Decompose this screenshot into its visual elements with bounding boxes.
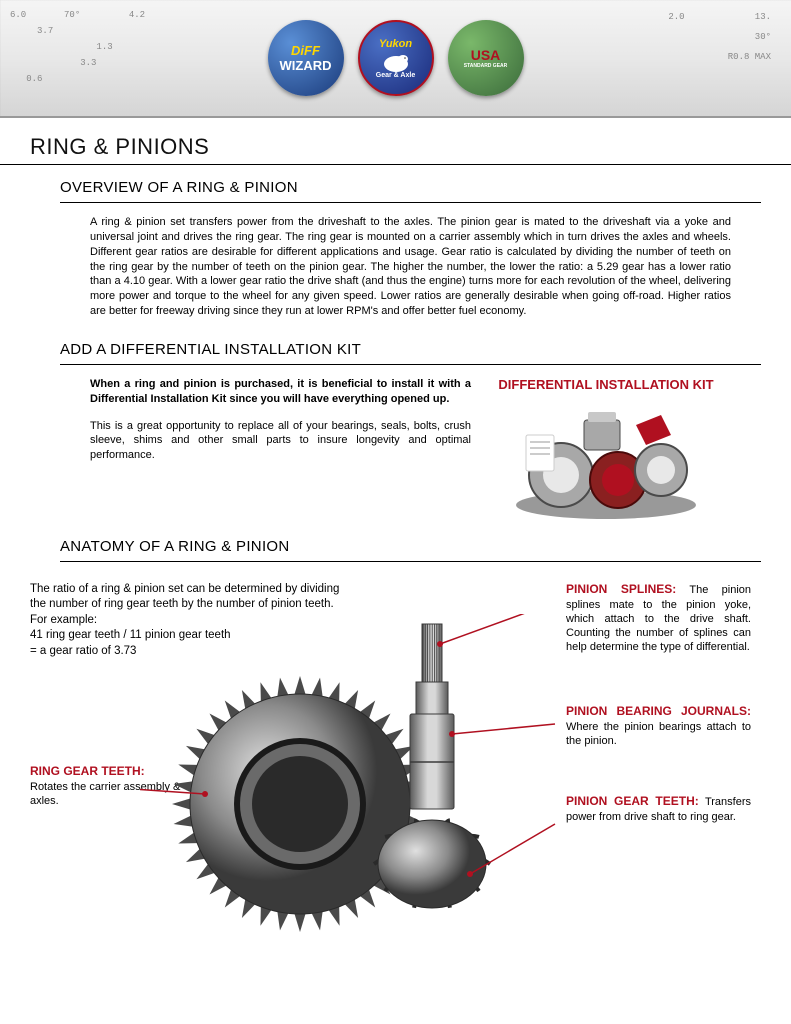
logo-text: Yukon — [379, 38, 412, 50]
divider — [60, 202, 761, 203]
callout-pinion-bearing: PINION BEARING JOURNALS: Where the pinio… — [566, 704, 751, 748]
schematic-dim: 6.0 70° 4.2 — [10, 10, 145, 20]
schematic-dim: 3.3 — [10, 58, 145, 68]
logo-text: Gear & Axle — [376, 72, 415, 79]
callout-pinion-splines: PINION SPLINES: The pinion splines mate … — [566, 582, 751, 655]
diffkit-label: DIFFERENTIAL INSTALLATION KIT — [471, 377, 741, 392]
header-band: 6.0 70° 4.2 3.7 1.3 3.3 0.6 2.0 — [0, 0, 791, 118]
diffkit-section: When a ring and pinion is purchased, it … — [30, 377, 761, 520]
schematic-dim: 0.6 — [10, 74, 145, 84]
schematic-dim: 30° — [668, 32, 771, 42]
schematic-labels-left: 6.0 70° 4.2 3.7 1.3 3.3 0.6 — [10, 10, 145, 90]
logo-row: DiFF WIZARD Yukon Gear & Axle USA STANDA… — [268, 20, 524, 96]
logo-text: STANDARD GEAR — [464, 63, 508, 69]
logo-text: USA — [471, 47, 501, 63]
polar-bear-icon — [381, 50, 411, 72]
diffkit-bold-para: When a ring and pinion is purchased, it … — [90, 377, 471, 407]
diff-wizard-logo: DiFF WIZARD — [268, 20, 344, 96]
logo-text: DiFF — [291, 43, 320, 58]
divider — [0, 164, 791, 165]
diffkit-para: This is a great opportunity to replace a… — [90, 419, 471, 464]
schematic-dim: 2.0 13. — [668, 12, 771, 22]
yukon-logo: Yukon Gear & Axle — [358, 20, 434, 96]
anatomy-intro-line: The ratio of a ring & pinion set can be … — [30, 582, 340, 613]
page-title: RING & PINIONS — [30, 134, 761, 160]
schematic-dim: 1.3 — [10, 42, 145, 52]
content-area: RING & PINIONS OVERVIEW OF A RING & PINI… — [0, 118, 791, 934]
anatomy-title: ANATOMY OF A RING & PINION — [60, 538, 761, 555]
diffkit-image-col: DIFFERENTIAL INSTALLATION KIT — [471, 377, 761, 520]
callout-title: PINION BEARING JOURNALS: — [566, 704, 751, 718]
callout-title: RING GEAR TEETH: — [30, 764, 145, 778]
divider — [60, 364, 761, 365]
ring-pinion-illustration — [140, 614, 580, 954]
usa-standard-logo: USA STANDARD GEAR — [448, 20, 524, 96]
anatomy-section: The ratio of a ring & pinion set can be … — [30, 574, 761, 934]
schematic-dim: 3.7 — [10, 26, 145, 36]
overview-body: A ring & pinion set transfers power from… — [90, 215, 731, 319]
divider — [60, 561, 761, 562]
schematic-labels-right: 2.0 13. 30° R0.8 MAX — [668, 12, 771, 72]
callout-pinion-gear: PINION GEAR TEETH: Transfers power from … — [566, 794, 751, 824]
callout-title: PINION GEAR TEETH: — [566, 794, 699, 808]
logo-text: WIZARD — [280, 58, 332, 73]
overview-title: OVERVIEW OF A RING & PINION — [60, 179, 761, 196]
diffkit-image — [506, 400, 706, 520]
diffkit-text: When a ring and pinion is purchased, it … — [90, 377, 471, 520]
schematic-dim: R0.8 MAX — [668, 52, 771, 62]
diffkit-title: ADD A DIFFERENTIAL INSTALLATION KIT — [60, 341, 761, 358]
callout-body: Where the pinion bearings attach to the … — [566, 721, 751, 747]
callout-title: PINION SPLINES: — [566, 582, 676, 596]
